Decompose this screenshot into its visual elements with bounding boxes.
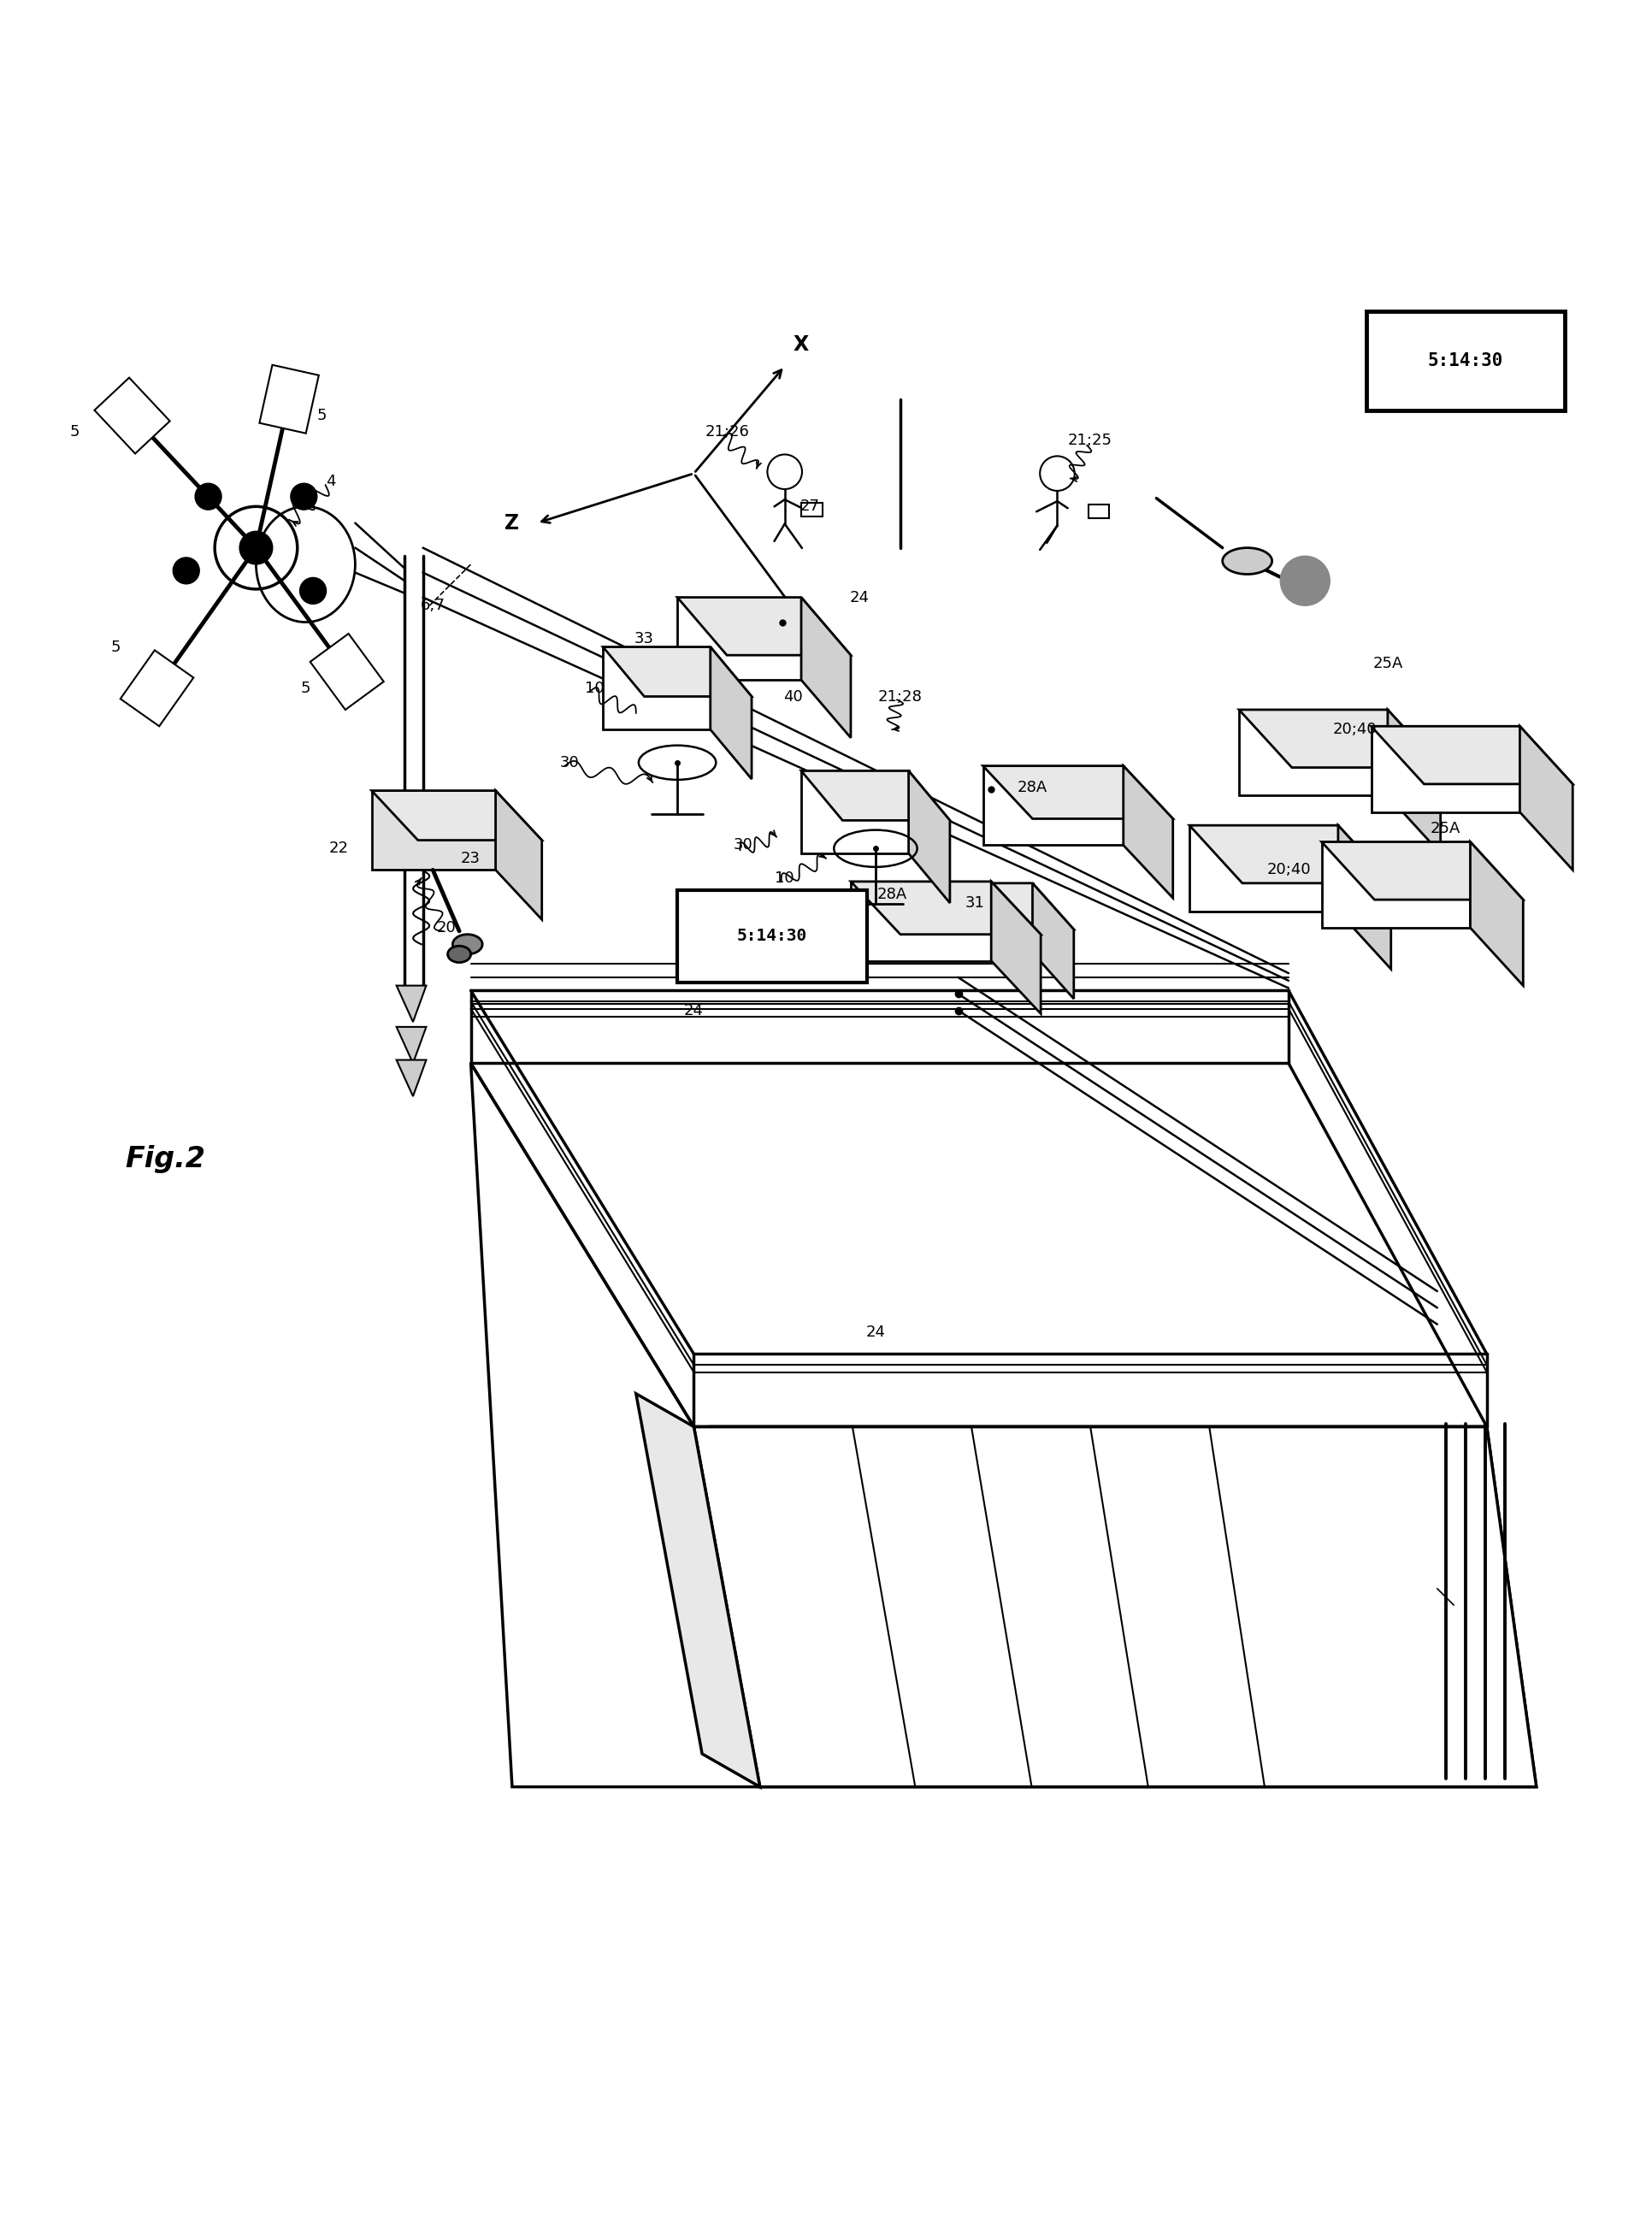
Text: Z: Z: [504, 513, 519, 533]
Polygon shape: [801, 770, 950, 821]
Polygon shape: [801, 597, 851, 737]
Text: 25A: 25A: [1431, 821, 1460, 837]
Text: 5: 5: [69, 424, 79, 439]
Polygon shape: [851, 881, 1041, 934]
Text: 20: 20: [436, 921, 456, 936]
Bar: [677, 597, 801, 679]
Text: 10: 10: [585, 681, 605, 697]
Polygon shape: [1239, 710, 1441, 768]
Polygon shape: [603, 648, 752, 697]
Polygon shape: [471, 1063, 760, 1786]
Bar: [801, 504, 823, 517]
FancyBboxPatch shape: [677, 890, 867, 983]
Bar: [1371, 726, 1520, 812]
Polygon shape: [372, 790, 542, 841]
Polygon shape: [396, 1027, 426, 1063]
Polygon shape: [1322, 841, 1523, 899]
Bar: [372, 790, 496, 870]
Ellipse shape: [256, 506, 355, 621]
Text: 6;7: 6;7: [420, 597, 446, 612]
Circle shape: [240, 530, 273, 564]
Text: 28A: 28A: [877, 888, 907, 903]
Polygon shape: [496, 790, 542, 919]
Text: 24: 24: [866, 1325, 885, 1340]
Polygon shape: [396, 1061, 426, 1096]
Text: 5: 5: [317, 408, 327, 424]
Polygon shape: [1388, 710, 1441, 854]
Polygon shape: [1520, 726, 1573, 870]
Polygon shape: [311, 635, 383, 710]
Bar: [983, 766, 1123, 845]
Text: 23: 23: [461, 850, 481, 865]
Bar: [603, 648, 710, 730]
Circle shape: [1280, 557, 1330, 606]
Text: 5:14:30: 5:14:30: [737, 928, 808, 943]
Text: 24: 24: [684, 1003, 704, 1019]
Text: X: X: [793, 335, 808, 355]
Text: 5: 5: [301, 681, 311, 697]
Text: 20;40: 20;40: [1333, 721, 1376, 737]
Polygon shape: [677, 597, 851, 655]
Circle shape: [195, 484, 221, 510]
Polygon shape: [694, 1427, 1536, 1786]
Text: 5:14:30: 5:14:30: [1427, 353, 1503, 371]
Text: 20;40: 20;40: [1267, 863, 1310, 879]
Text: 21;28: 21;28: [879, 688, 922, 703]
Polygon shape: [636, 1394, 760, 1786]
Text: 30: 30: [560, 754, 580, 770]
Bar: [1239, 710, 1388, 797]
Text: Fig.2: Fig.2: [126, 1145, 205, 1174]
FancyBboxPatch shape: [1366, 311, 1564, 411]
Text: 22: 22: [329, 841, 349, 857]
Polygon shape: [1032, 883, 1074, 999]
Polygon shape: [909, 770, 950, 903]
Text: 10: 10: [775, 870, 795, 885]
Polygon shape: [1470, 841, 1523, 985]
Text: Y: Y: [821, 639, 836, 659]
Polygon shape: [917, 883, 1074, 930]
Text: 31: 31: [965, 894, 985, 910]
Text: 28A: 28A: [1018, 779, 1047, 794]
Polygon shape: [94, 377, 170, 453]
Ellipse shape: [453, 934, 482, 954]
Polygon shape: [1338, 825, 1391, 970]
Polygon shape: [259, 364, 319, 433]
Text: 27: 27: [800, 499, 819, 515]
Bar: [1322, 841, 1470, 928]
Text: 5: 5: [111, 639, 121, 655]
Bar: [1189, 825, 1338, 912]
Polygon shape: [710, 648, 752, 779]
Bar: [917, 883, 1032, 952]
Bar: [1089, 504, 1110, 519]
Text: 21;26: 21;26: [705, 424, 748, 439]
Polygon shape: [983, 766, 1173, 819]
Polygon shape: [121, 650, 193, 726]
Polygon shape: [1123, 766, 1173, 899]
Text: 21;25: 21;25: [1069, 433, 1112, 448]
Bar: [851, 881, 991, 961]
Text: 30: 30: [733, 837, 753, 852]
Text: 25A: 25A: [1373, 657, 1403, 670]
Polygon shape: [710, 1427, 1536, 1786]
Polygon shape: [396, 985, 426, 1023]
Text: 40: 40: [783, 688, 803, 703]
Text: 4: 4: [325, 475, 335, 490]
Circle shape: [291, 484, 317, 510]
Ellipse shape: [448, 945, 471, 963]
Circle shape: [173, 557, 200, 584]
Ellipse shape: [1222, 548, 1272, 575]
Polygon shape: [1371, 726, 1573, 783]
Bar: [801, 770, 909, 854]
Circle shape: [299, 577, 325, 604]
Polygon shape: [1189, 825, 1391, 883]
Text: 33: 33: [634, 630, 654, 646]
Text: 24: 24: [849, 590, 869, 606]
Polygon shape: [991, 881, 1041, 1014]
